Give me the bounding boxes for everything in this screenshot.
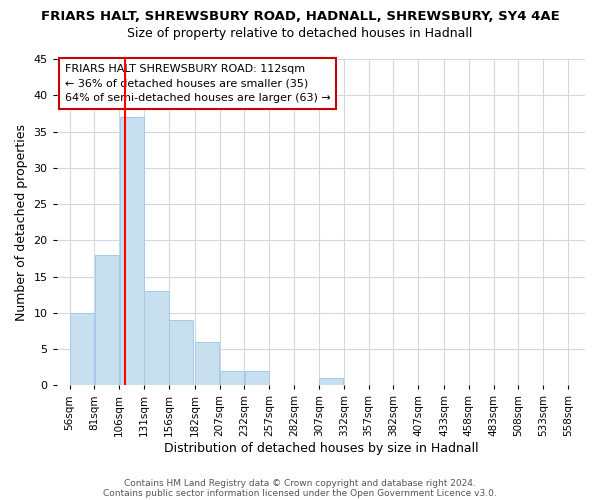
- Text: Contains public sector information licensed under the Open Government Licence v3: Contains public sector information licen…: [103, 488, 497, 498]
- Bar: [220, 371, 244, 386]
- Bar: [245, 371, 269, 386]
- Bar: [319, 378, 343, 386]
- Bar: [119, 117, 144, 386]
- Bar: [145, 291, 169, 386]
- Text: FRIARS HALT SHREWSBURY ROAD: 112sqm
← 36% of detached houses are smaller (35)
64: FRIARS HALT SHREWSBURY ROAD: 112sqm ← 36…: [65, 64, 331, 104]
- X-axis label: Distribution of detached houses by size in Hadnall: Distribution of detached houses by size …: [164, 442, 478, 455]
- Text: Size of property relative to detached houses in Hadnall: Size of property relative to detached ho…: [127, 28, 473, 40]
- Bar: [70, 313, 94, 386]
- Y-axis label: Number of detached properties: Number of detached properties: [15, 124, 28, 320]
- Text: Contains HM Land Registry data © Crown copyright and database right 2024.: Contains HM Land Registry data © Crown c…: [124, 478, 476, 488]
- Bar: [195, 342, 220, 386]
- Text: FRIARS HALT, SHREWSBURY ROAD, HADNALL, SHREWSBURY, SY4 4AE: FRIARS HALT, SHREWSBURY ROAD, HADNALL, S…: [41, 10, 559, 23]
- Bar: [95, 255, 119, 386]
- Bar: [169, 320, 193, 386]
